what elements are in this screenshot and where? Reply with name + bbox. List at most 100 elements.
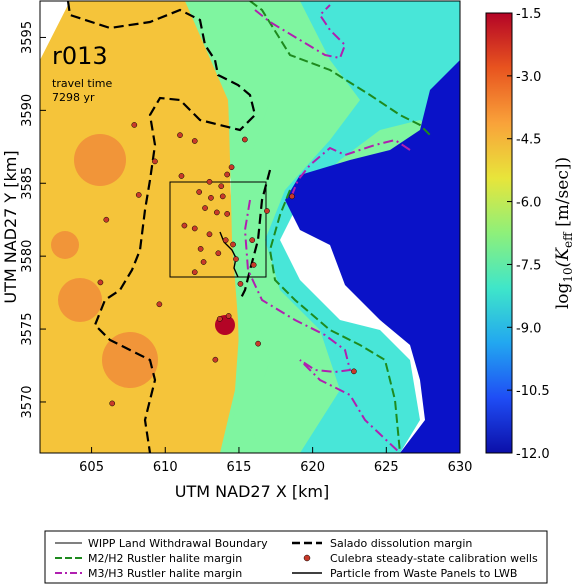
calibration-well bbox=[233, 256, 239, 262]
run-label: r013 bbox=[52, 42, 108, 70]
svg-text:M3/H3 Rustler halite margin: M3/H3 Rustler halite margin bbox=[88, 567, 242, 580]
low-conductivity-region bbox=[190, 1, 280, 453]
legend: WIPP Land Withdrawal Boundary Salado dis… bbox=[44, 530, 548, 584]
x-tick-label: 615 bbox=[227, 460, 252, 475]
high-conductivity-region-west bbox=[40, 1, 240, 453]
colorbar-tick-label: -12.0 bbox=[516, 447, 550, 462]
colorbar-tick-label: -1.5 bbox=[516, 7, 541, 22]
calibration-well bbox=[103, 216, 110, 223]
salado-dissolution-margin bbox=[66, 1, 257, 453]
calibration-well bbox=[250, 262, 257, 268]
m3-h3-rustler-halite-margin-south bbox=[243, 199, 401, 453]
x-tick-label: 625 bbox=[374, 460, 399, 475]
calibration-well bbox=[249, 237, 256, 243]
colorbar-tick-label: -9.0 bbox=[516, 321, 541, 336]
m3-h3-rustler-halite-margin bbox=[254, 4, 347, 60]
calibration-well bbox=[230, 241, 236, 248]
map-frame bbox=[39, 0, 461, 454]
legend-item-particle: Particle from Waste Panels to LWB bbox=[292, 567, 517, 580]
calibration-well bbox=[351, 368, 357, 375]
calibration-well bbox=[178, 173, 185, 179]
colorbar-label: log10(Keff [m/sec]) bbox=[553, 157, 575, 309]
legend-item-salado: Salado dissolution margin bbox=[292, 537, 472, 550]
colorbar-ticks: -1.5 -3.0 -4.5 -6.0 -7.5 -9.0 -10.5 -12.0 bbox=[507, 7, 550, 462]
calibration-well bbox=[224, 211, 231, 217]
calibration-well bbox=[212, 356, 219, 363]
calibration-well bbox=[109, 400, 116, 407]
svg-text:Particle from Waste Panels to: Particle from Waste Panels to LWB bbox=[330, 567, 517, 580]
calibration-well bbox=[264, 208, 270, 214]
svg-text:WIPP Land Withdrawal Boundary: WIPP Land Withdrawal Boundary bbox=[88, 537, 268, 550]
legend-item-wells: Culebra steady-state calibration wells bbox=[303, 552, 538, 565]
very-low-conductivity-region bbox=[285, 60, 460, 453]
y-tick-label: 3580 bbox=[20, 240, 35, 273]
calibration-well bbox=[225, 313, 232, 319]
travel-time-label: travel time bbox=[52, 77, 112, 90]
calibration-well bbox=[156, 301, 163, 308]
m2-h2-rustler-halite-margin bbox=[249, 1, 431, 136]
m2-h2-rustler-halite-margin-south bbox=[268, 189, 401, 453]
calibration-well bbox=[181, 222, 188, 229]
y-tick-label: 3590 bbox=[20, 94, 35, 127]
calibration-wells bbox=[97, 122, 357, 407]
colorbar-tick-label: -4.5 bbox=[516, 133, 541, 148]
calibration-well bbox=[224, 171, 231, 178]
calibration-well bbox=[200, 259, 207, 265]
calibration-well bbox=[131, 122, 138, 128]
svg-text:Salado dissolution margin: Salado dissolution margin bbox=[330, 537, 472, 550]
calibration-well bbox=[218, 183, 225, 190]
calibration-well bbox=[228, 164, 235, 171]
calibration-well bbox=[191, 225, 198, 232]
x-axis-ticks: 605 610 615 620 625 630 bbox=[79, 447, 472, 475]
hotspot-west-edge bbox=[51, 231, 79, 259]
legend-item-m3h3: M3/H3 Rustler halite margin bbox=[55, 567, 242, 580]
y-tick-label: 3575 bbox=[20, 313, 35, 346]
cyan-conductivity-region bbox=[265, 1, 460, 453]
calibration-well bbox=[213, 209, 220, 216]
calibration-well bbox=[196, 189, 203, 195]
colorbar-tick-label: -10.5 bbox=[516, 384, 550, 399]
calibration-well bbox=[97, 279, 104, 286]
m3-h3-rustler-halite-margin-east bbox=[289, 138, 411, 201]
hotspot-ne bbox=[74, 134, 126, 186]
x-tick-label: 630 bbox=[448, 460, 473, 475]
hotspot-sw bbox=[102, 332, 158, 388]
x-axis-label: UTM NAD27 X [km] bbox=[175, 482, 329, 501]
calibration-well bbox=[255, 340, 261, 347]
calibration-well bbox=[216, 316, 223, 322]
y-tick-label: 3595 bbox=[20, 21, 35, 54]
y-tick-label: 3585 bbox=[20, 167, 35, 200]
colorbar bbox=[485, 12, 513, 454]
y-tick-label: 3570 bbox=[20, 385, 35, 418]
calibration-well bbox=[237, 281, 244, 287]
colorbar-tick-label: -3.0 bbox=[516, 70, 541, 85]
x-tick-label: 620 bbox=[300, 460, 325, 475]
calibration-well bbox=[202, 205, 208, 211]
calibration-well bbox=[152, 158, 158, 165]
legend-item-m2h2: M2/H2 Rustler halite margin bbox=[55, 552, 242, 565]
colorbar-tick-label: -7.5 bbox=[516, 258, 541, 273]
calibration-well bbox=[289, 193, 295, 200]
calibration-well bbox=[241, 136, 248, 143]
legend-item-wipp: WIPP Land Withdrawal Boundary bbox=[55, 537, 268, 550]
calibration-well bbox=[206, 178, 213, 185]
calibration-well bbox=[197, 246, 204, 252]
colorbar-tick-label: -6.0 bbox=[516, 196, 541, 211]
x-tick-label: 605 bbox=[79, 460, 104, 475]
wipp-land-withdrawal-boundary bbox=[169, 181, 267, 278]
svg-text:Culebra steady-state calibrati: Culebra steady-state calibration wells bbox=[330, 552, 538, 565]
calibration-well bbox=[177, 132, 183, 138]
calibration-well bbox=[206, 231, 213, 238]
map-panel: r013 travel time 7298 yr bbox=[40, 1, 460, 453]
y-axis-label: UTM NAD27 Y [km] bbox=[1, 150, 20, 303]
calibration-well bbox=[208, 194, 214, 201]
salado-dissolution-margin-east bbox=[239, 169, 272, 301]
calibration-well bbox=[191, 138, 198, 144]
y-axis-ticks: 3570 3575 3580 3585 3590 3595 bbox=[20, 21, 46, 419]
calibration-well bbox=[135, 192, 142, 198]
calibration-well bbox=[191, 269, 198, 276]
x-tick-label: 610 bbox=[153, 460, 178, 475]
legend-box bbox=[44, 530, 548, 584]
calibration-well bbox=[222, 237, 229, 243]
